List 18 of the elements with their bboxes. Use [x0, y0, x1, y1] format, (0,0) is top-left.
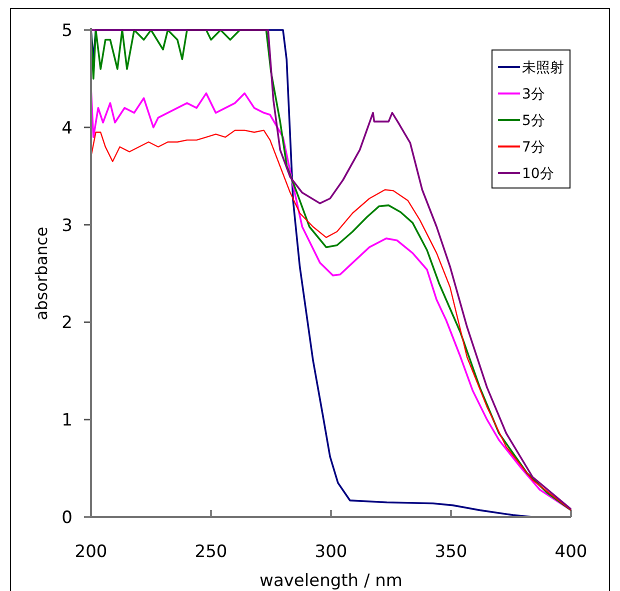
y-axis-title: absorbance: [32, 226, 51, 320]
legend-label: 3分: [522, 86, 545, 102]
legend-label: 未照射: [522, 60, 564, 76]
x-tick-label: 200: [74, 542, 108, 562]
y-tick-label: 1: [62, 410, 72, 431]
x-tick-label: 350: [434, 542, 468, 562]
legend-label: 10分: [522, 166, 554, 182]
y-tick-label: 4: [62, 118, 72, 138]
y-tick-label: 3: [62, 216, 72, 236]
legend-label: 5分: [522, 113, 545, 129]
x-tick-label: 250: [194, 542, 228, 562]
x-tick-label: 400: [554, 542, 588, 562]
y-tick-label: 0: [62, 508, 72, 528]
x-axis-title: wavelength / nm: [260, 571, 402, 591]
y-tick-label: 2: [62, 313, 72, 334]
x-tick-label: 300: [314, 542, 348, 562]
legend-label: 7分: [522, 140, 545, 156]
y-tick-label: 5: [62, 21, 72, 41]
